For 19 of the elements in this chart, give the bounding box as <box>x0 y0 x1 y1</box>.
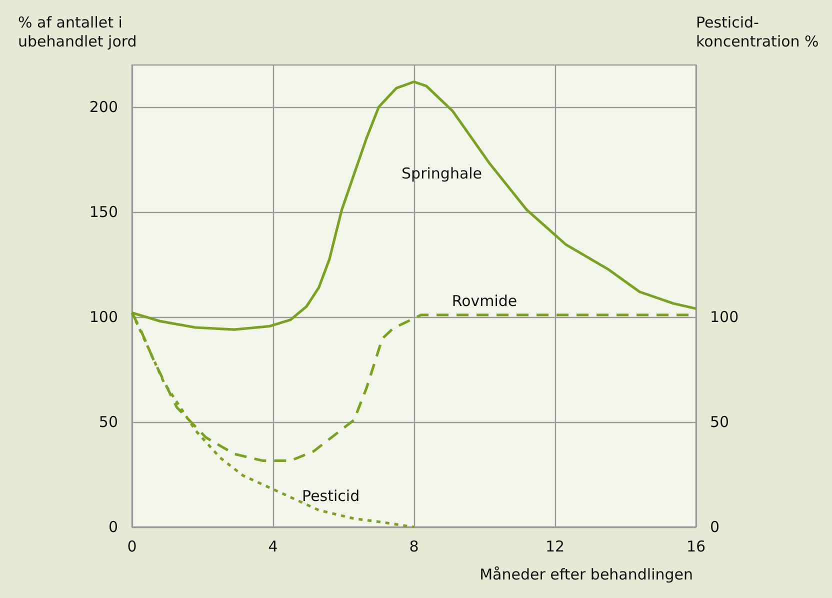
series-label: Pesticid <box>302 487 360 506</box>
y-tick-label: 150 <box>89 203 118 221</box>
y-tick-label: 100 <box>89 308 118 326</box>
x-tick-label: 12 <box>545 538 565 556</box>
y-tick-label: 0 <box>108 518 118 536</box>
x-tick-label: 4 <box>268 538 278 556</box>
y-axis-title: % af antallet i ubehandlet jord <box>18 14 137 50</box>
x-tick-label: 16 <box>686 538 706 556</box>
x-tick-label: 0 <box>127 538 137 556</box>
y2-tick-label: 50 <box>710 413 730 431</box>
y2-tick-label: 0 <box>710 518 720 536</box>
series-label: Springhale <box>402 164 482 183</box>
y-tick-label: 50 <box>98 413 118 431</box>
series-label: Rovmide <box>452 292 518 310</box>
x-axis-title: Måneder efter behandlingen <box>480 566 693 584</box>
x-tick-label: 8 <box>409 538 419 556</box>
y-tick-label: 200 <box>89 98 118 116</box>
y2-axis-title: Pesticid- koncentration % <box>696 14 819 50</box>
y2-tick-label: 100 <box>710 308 739 326</box>
